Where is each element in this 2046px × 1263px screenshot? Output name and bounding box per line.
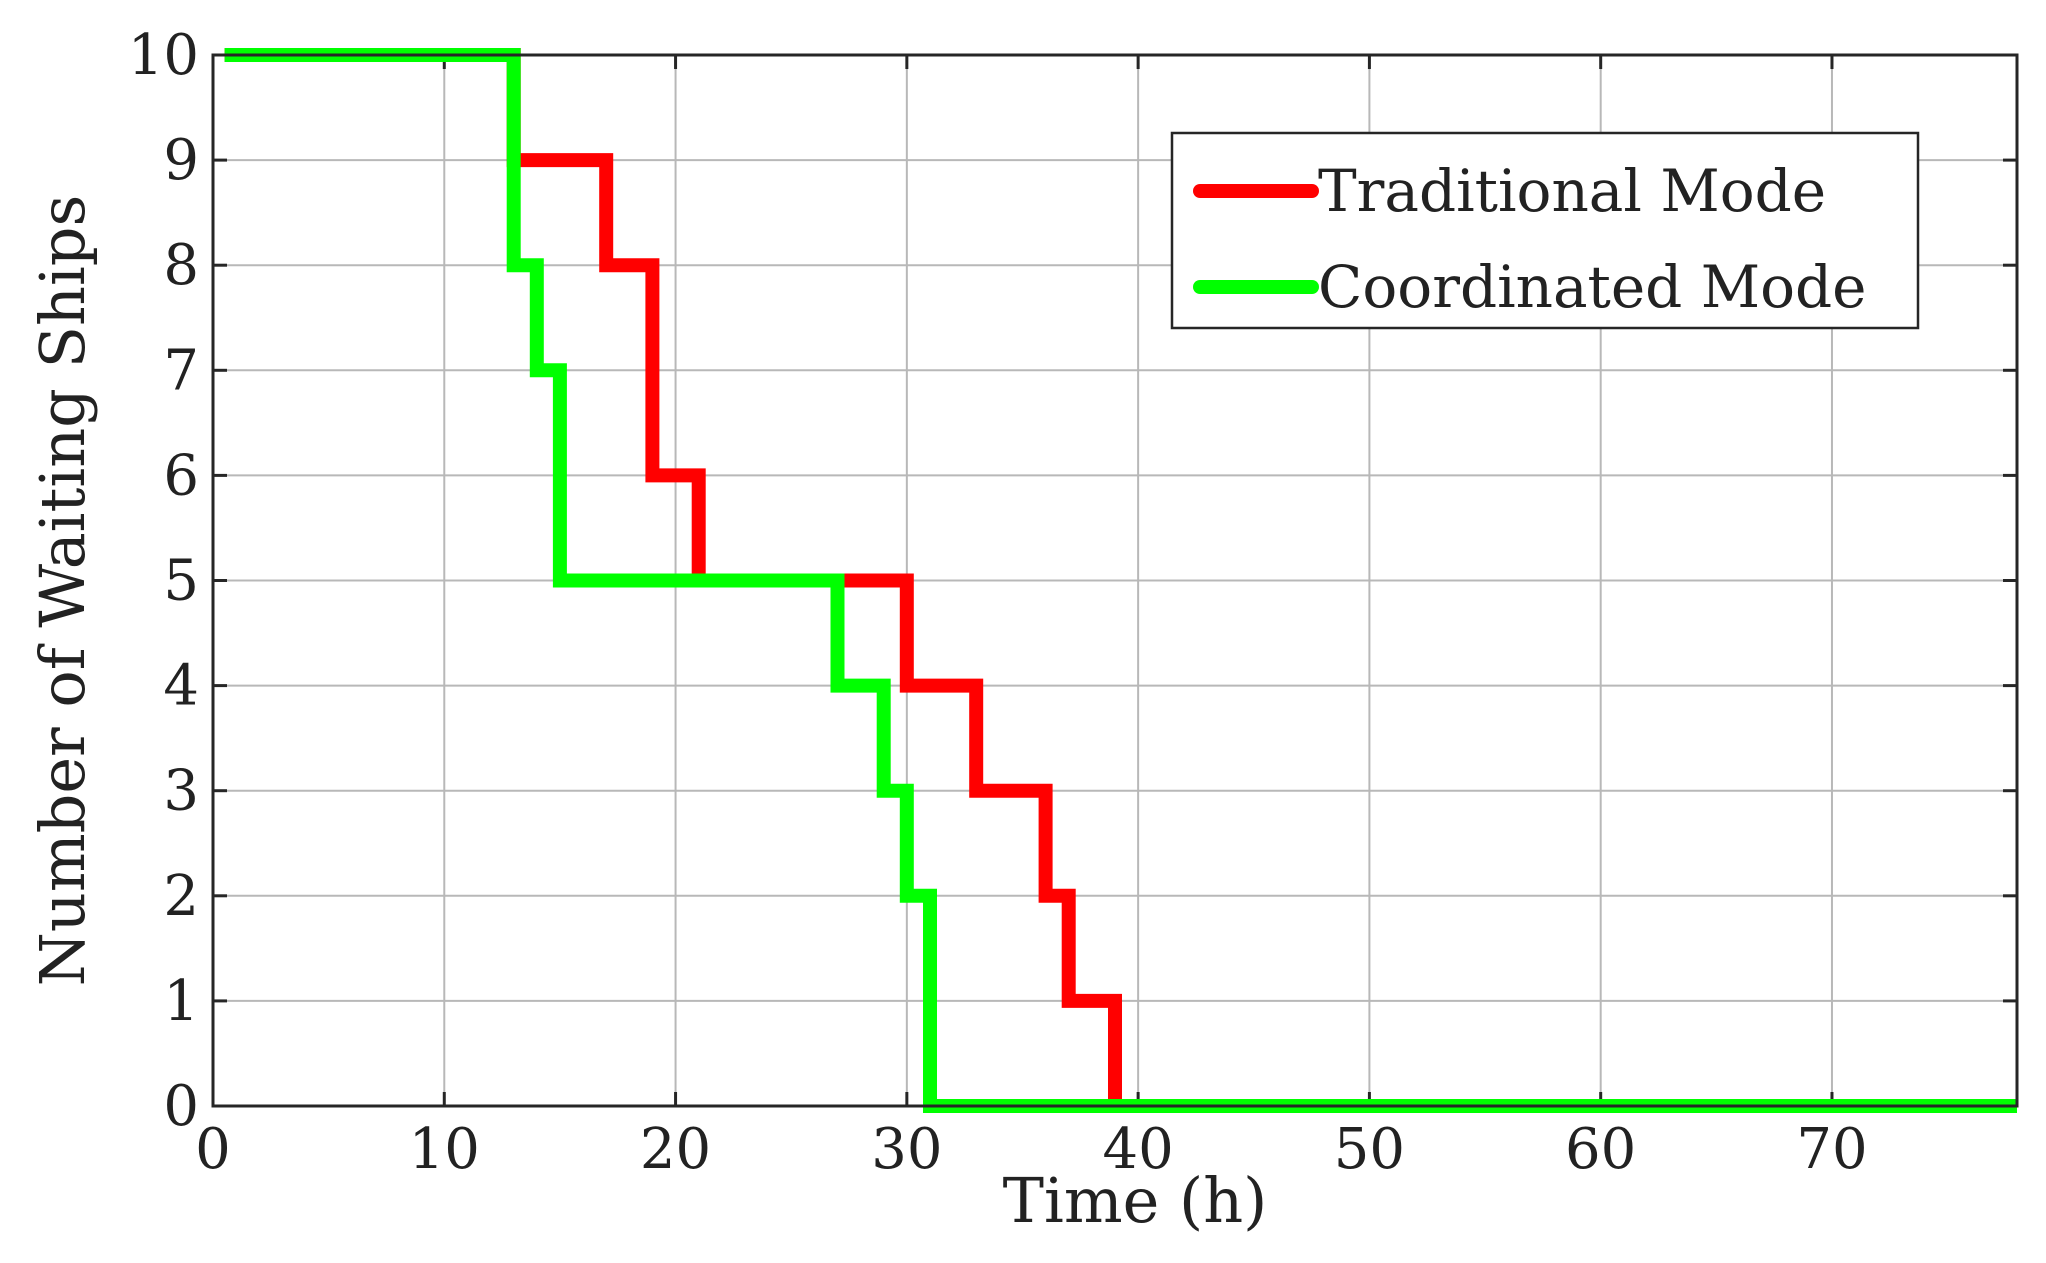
legend: Traditional Mode Coordinated Mode — [1170, 131, 1920, 330]
y-axis-title: Number of Waiting Ships — [26, 195, 99, 987]
x-tick-label: 20 — [640, 1117, 711, 1182]
y-tick-label: 0 — [163, 1074, 199, 1139]
y-tick-label: 5 — [163, 549, 199, 614]
x-tick-label: 70 — [1796, 1117, 1867, 1182]
series-lines — [224, 48, 2017, 1113]
y-tick-label: 7 — [163, 338, 199, 403]
x-tick-label: 10 — [409, 1117, 480, 1182]
y-tick-label: 6 — [163, 443, 199, 508]
x-tick-label: 40 — [1102, 1117, 1173, 1182]
legend-label-traditional-mode: Traditional Mode — [1318, 157, 1826, 225]
x-tick-label: 0 — [195, 1117, 231, 1182]
plot-frame — [211, 53, 2019, 1108]
y-tick-label: 8 — [163, 233, 199, 298]
legend-box — [1170, 131, 1920, 330]
y-tick-label: 4 — [163, 654, 199, 719]
legend-label-coordinated-mode: Coordinated Mode — [1318, 253, 1867, 321]
x-axis-title: Time (h) — [1003, 1164, 1268, 1237]
x-tick-label: 30 — [871, 1117, 942, 1182]
y-tick-label: 10 — [128, 23, 199, 88]
axis-ticks — [211, 53, 2017, 1108]
x-tick-labels: 0 10 20 30 40 50 60 70 — [195, 1117, 1867, 1182]
y-tick-label: 3 — [163, 759, 199, 824]
series-line-coordinated-mode — [224, 48, 2017, 1113]
x-tick-label: 50 — [1334, 1117, 1405, 1182]
y-tick-label: 9 — [163, 128, 199, 193]
series-line-traditional-mode — [224, 48, 2017, 1113]
y-tick-label: 1 — [163, 969, 199, 1034]
x-tick-label: 60 — [1565, 1117, 1636, 1182]
y-tick-label: 2 — [163, 864, 199, 929]
y-tick-labels: 0 1 2 3 4 5 6 7 8 9 10 — [128, 23, 199, 1139]
